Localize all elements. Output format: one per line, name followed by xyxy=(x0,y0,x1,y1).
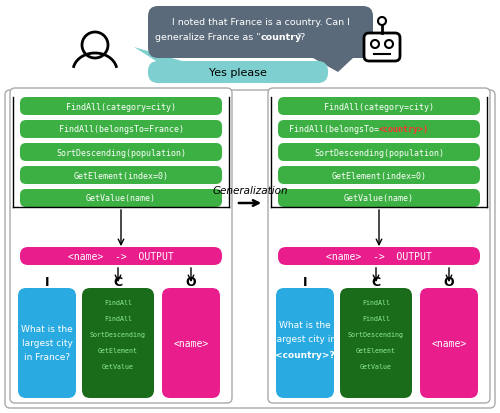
FancyBboxPatch shape xyxy=(10,89,232,403)
FancyBboxPatch shape xyxy=(278,98,480,116)
FancyBboxPatch shape xyxy=(278,166,480,185)
Text: SortDescending: SortDescending xyxy=(90,331,146,337)
Text: "?: "? xyxy=(296,33,306,43)
FancyBboxPatch shape xyxy=(278,121,480,139)
Text: largest city in: largest city in xyxy=(274,335,336,344)
Text: O: O xyxy=(444,275,454,288)
Text: GetElement: GetElement xyxy=(356,347,396,353)
FancyBboxPatch shape xyxy=(278,247,480,266)
FancyBboxPatch shape xyxy=(340,288,412,398)
Text: in France?: in France? xyxy=(24,353,70,362)
Text: O: O xyxy=(186,275,196,288)
Text: SortDescending(population): SortDescending(population) xyxy=(56,148,186,157)
FancyBboxPatch shape xyxy=(148,7,373,59)
Text: <name>  ->  OUTPUT: <name> -> OUTPUT xyxy=(68,252,174,261)
FancyBboxPatch shape xyxy=(20,121,222,139)
Text: I: I xyxy=(303,275,307,288)
Text: GetElement(index=0): GetElement(index=0) xyxy=(332,171,426,180)
FancyBboxPatch shape xyxy=(82,288,154,398)
Text: FindAll: FindAll xyxy=(104,315,132,321)
FancyBboxPatch shape xyxy=(20,247,222,266)
Text: FindAll: FindAll xyxy=(104,299,132,305)
Text: FindAll(belongsTo=: FindAll(belongsTo= xyxy=(289,125,379,134)
Text: FindAll(category=city): FindAll(category=city) xyxy=(66,102,176,111)
Text: FindAll(belongsTo=France): FindAll(belongsTo=France) xyxy=(58,125,184,134)
FancyBboxPatch shape xyxy=(20,98,222,116)
Text: FindAll: FindAll xyxy=(362,315,390,321)
Text: I: I xyxy=(45,275,49,288)
Polygon shape xyxy=(313,59,353,73)
Text: Generalization: Generalization xyxy=(212,185,288,195)
Polygon shape xyxy=(134,48,182,62)
FancyBboxPatch shape xyxy=(420,288,478,398)
Text: SortDescending(population): SortDescending(population) xyxy=(314,148,444,157)
Text: SortDescending: SortDescending xyxy=(348,331,404,337)
FancyBboxPatch shape xyxy=(268,89,490,403)
Text: GetValue(name): GetValue(name) xyxy=(86,194,156,203)
Text: <name>  ->  OUTPUT: <name> -> OUTPUT xyxy=(326,252,432,261)
FancyBboxPatch shape xyxy=(20,166,222,185)
FancyBboxPatch shape xyxy=(20,190,222,207)
Text: country: country xyxy=(260,33,302,43)
Text: FindAll(category=city): FindAll(category=city) xyxy=(324,102,434,111)
Text: <name>: <name> xyxy=(432,338,466,348)
Text: I noted that France is a country. Can I: I noted that France is a country. Can I xyxy=(172,17,350,26)
Text: GetValue(name): GetValue(name) xyxy=(344,194,414,203)
Text: FindAll: FindAll xyxy=(362,299,390,305)
Text: What is the: What is the xyxy=(279,321,331,330)
Text: C: C xyxy=(114,275,122,288)
Text: GetElement: GetElement xyxy=(98,347,138,353)
Text: What is the: What is the xyxy=(21,325,73,334)
FancyBboxPatch shape xyxy=(20,144,222,161)
FancyBboxPatch shape xyxy=(5,91,495,408)
FancyBboxPatch shape xyxy=(278,190,480,207)
Text: Yes please: Yes please xyxy=(209,68,267,78)
Text: GetElement(index=0): GetElement(index=0) xyxy=(74,171,168,180)
Text: C: C xyxy=(372,275,380,288)
FancyBboxPatch shape xyxy=(276,288,334,398)
Text: GetValue: GetValue xyxy=(360,363,392,369)
FancyBboxPatch shape xyxy=(18,288,76,398)
Text: <country>): <country>) xyxy=(379,125,429,134)
Text: <country>?: <country>? xyxy=(275,351,335,360)
Text: <name>: <name> xyxy=(174,338,208,348)
FancyBboxPatch shape xyxy=(148,62,328,84)
FancyBboxPatch shape xyxy=(162,288,220,398)
FancyBboxPatch shape xyxy=(364,34,400,62)
Text: GetValue: GetValue xyxy=(102,363,134,369)
Text: generalize France as ": generalize France as " xyxy=(155,33,260,43)
FancyBboxPatch shape xyxy=(278,144,480,161)
Text: largest city: largest city xyxy=(22,339,72,348)
